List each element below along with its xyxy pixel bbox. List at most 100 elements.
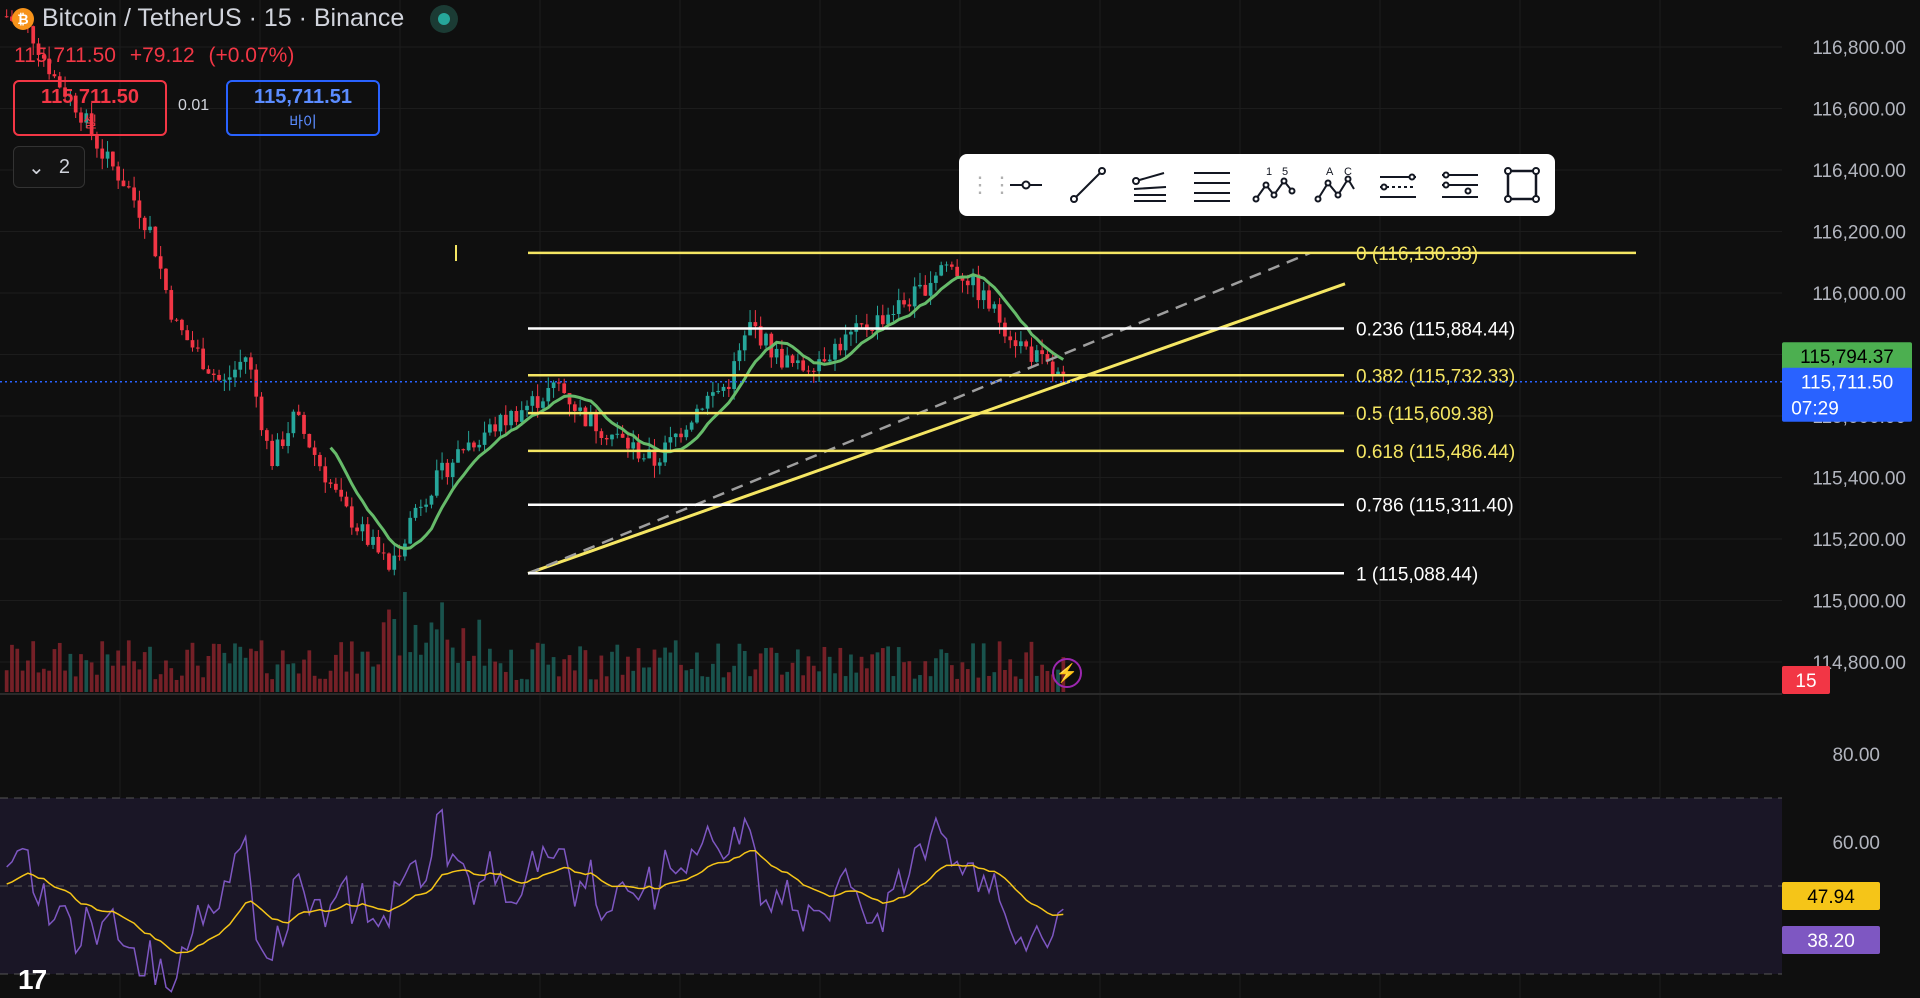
fib-extension-icon[interactable]	[1435, 160, 1485, 210]
candle-body	[408, 517, 413, 544]
volume-bar	[949, 665, 954, 692]
candle-body	[365, 524, 370, 545]
ascending-trendline[interactable]	[527, 282, 1346, 575]
fib-anchor[interactable]	[455, 245, 457, 262]
candle-body	[886, 314, 890, 325]
lightning-icon[interactable]: ⚡	[1052, 658, 1082, 688]
volume-bar	[657, 657, 662, 692]
candle-body	[222, 379, 227, 381]
volume-bar	[334, 654, 338, 692]
volume-bar	[413, 624, 418, 692]
indicator-collapse-button[interactable]: ⌄ 2	[13, 146, 85, 188]
candle-body	[68, 95, 73, 97]
volume-bar	[466, 660, 471, 692]
drag-handle-icon[interactable]: ⋮⋮	[969, 172, 1013, 197]
candle-body	[896, 300, 901, 315]
volume-bar	[711, 663, 715, 692]
candle-body	[418, 506, 423, 508]
candle-body	[4, 16, 9, 18]
candle-body	[1019, 341, 1023, 347]
volume-bar	[1019, 678, 1023, 692]
volume-bar	[811, 665, 816, 692]
candle-body	[960, 276, 965, 281]
rectangle-icon[interactable]	[1497, 160, 1547, 210]
candle-body	[753, 322, 758, 327]
volume-bar	[26, 660, 30, 692]
symbol-title[interactable]: Bitcoin / TetherUS · 15 · Binance	[42, 4, 405, 32]
volume-bar	[291, 663, 296, 692]
candle-body	[243, 357, 248, 362]
volume-bar	[790, 662, 795, 692]
candle-body	[992, 304, 997, 309]
sell-button[interactable]: 115,711.50 셀	[13, 80, 167, 136]
volume-bar	[1040, 664, 1044, 692]
candle-body	[466, 442, 471, 451]
svg-text:5: 5	[1282, 166, 1288, 178]
fib-fan-icon[interactable]	[1125, 160, 1175, 210]
volume-bar	[875, 652, 880, 692]
volume-bar	[716, 643, 721, 692]
candle-body	[721, 386, 726, 391]
volume-bar	[477, 619, 482, 692]
rsi-line	[6, 808, 1064, 993]
price-axis-label: 115,200.00	[1812, 530, 1906, 551]
candle-body	[641, 458, 646, 460]
candle-body	[711, 392, 715, 396]
candle-body	[949, 264, 954, 267]
volume-bar	[615, 644, 620, 692]
volume-bar	[249, 648, 253, 692]
candle-body	[668, 437, 673, 443]
volume-bar	[4, 670, 9, 692]
volume-bar	[1045, 670, 1050, 692]
candle-body	[615, 433, 620, 435]
horizontal-ray-icon[interactable]	[1001, 160, 1051, 210]
candle-body	[918, 284, 922, 287]
candle-body	[976, 274, 981, 301]
volume-bar	[15, 648, 20, 692]
candle-body	[344, 496, 349, 507]
volume-bar	[68, 653, 73, 692]
volume-bar	[583, 650, 588, 692]
buy-button[interactable]: 115,711.51 바이	[226, 80, 380, 136]
candle-body	[525, 405, 529, 411]
fib-channel-icon[interactable]	[1373, 160, 1423, 210]
candle-body	[567, 393, 572, 405]
volume-bar	[1029, 641, 1034, 692]
volume-bar	[434, 629, 439, 692]
volume-bar	[785, 671, 790, 692]
fib-level-label: 0.618 (115,486.44)	[1356, 442, 1515, 463]
volume-bar	[1013, 676, 1018, 692]
price-axis[interactable]	[1782, 0, 1920, 998]
rsi-axis-label: 80.00	[1832, 745, 1880, 766]
candle-body	[785, 355, 790, 368]
candle-body	[307, 433, 312, 448]
volume-bar	[57, 642, 62, 692]
candle-body	[657, 462, 662, 466]
volume-bar	[806, 656, 811, 692]
fib-retracement-icon[interactable]	[1187, 160, 1237, 210]
volume-bar	[142, 652, 147, 692]
fib-level-label: 0 (116,130.33)	[1356, 244, 1478, 265]
candle-body	[339, 489, 344, 497]
price-change: +79.12	[129, 44, 195, 67]
volume-bar	[679, 664, 683, 692]
volume-bar	[105, 654, 110, 692]
rsi-ma-line	[6, 849, 1064, 954]
trend-line-icon[interactable]	[1063, 160, 1113, 210]
candle-body	[965, 280, 970, 286]
candle-body	[63, 87, 67, 97]
volume-bar	[440, 602, 444, 692]
candle-body	[907, 304, 912, 307]
volume-bar	[780, 674, 784, 692]
candle-body	[456, 449, 460, 463]
price-axis-label: 116,000.00	[1812, 284, 1906, 305]
market-open-icon	[430, 4, 459, 33]
fib-level-label: 0.236 (115,884.44)	[1356, 320, 1515, 341]
ma-price-badge-text: 115,794.37	[1800, 347, 1894, 368]
volume-bar	[509, 649, 513, 692]
candle-body	[424, 504, 429, 507]
